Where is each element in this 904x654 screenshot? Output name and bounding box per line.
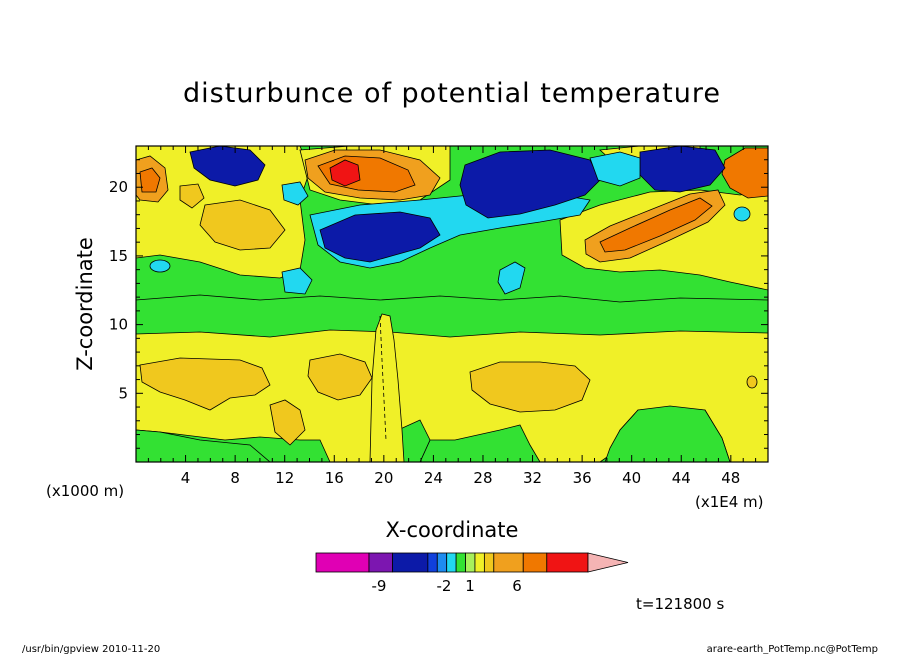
contour-cyan-left-small [281,181,309,206]
colorbar-segment [315,552,370,573]
contour-red-top-left [139,167,161,193]
footer-left: /usr/bin/gpview 2010-11-20 [22,644,160,654]
plot-frame [135,145,769,463]
x-tick-label: 36 [573,469,592,487]
contour-cyan-left-dot [149,259,171,273]
contour-blue-right-large [459,149,601,219]
contour-cyan-top-right [589,151,641,187]
x-tick-label: 32 [523,469,542,487]
contour-line-2 [379,315,387,441]
contour-orange-lower-right [469,361,591,413]
colorbar-extension-arrow [587,552,629,573]
contour-orange-lower-left [139,357,271,411]
y-tick-label: 20 [109,178,128,196]
contour-cyan-right-dot [733,206,751,222]
colorbar-tick-label: 6 [512,577,522,595]
colorbar-segment [522,552,548,573]
y-tick-label: 10 [109,316,128,334]
contour-line-1 [136,294,768,303]
x-tick-label: 4 [181,469,191,487]
contour-orange-lower-dot [746,375,758,389]
colorbar-tick-label: 1 [465,577,475,595]
contour-orange-lower-small [269,399,306,446]
colorbar-segment [392,552,429,573]
contour-green-patch-2 [604,405,731,462]
contour-yellow-plume [369,313,405,462]
x-tick-label: 24 [424,469,443,487]
footer-right: arare-earth_PotTemp.nc@PotTemp [707,644,878,654]
contour-red-diagonal [599,197,713,253]
colorbar-segment [446,552,457,573]
contour-cyan-mid-small [281,267,313,295]
colorbar-segment [368,552,393,573]
contour-blue-central [319,211,441,263]
contour-red-peak [329,159,361,187]
y-tick-label: 5 [118,384,128,402]
x-tick-label: 12 [275,469,294,487]
y-axis-label: Z-coordinate [73,237,97,371]
x-tick-label: 28 [473,469,492,487]
colorbar-segment [465,552,476,573]
x-tick-label: 40 [622,469,641,487]
plot-area [136,146,768,462]
x-unit-left: (x1000 m) [46,482,124,500]
contour-orange-top-right [721,147,768,199]
x-unit-right: (x1E4 m) [695,493,764,511]
contour-orange-upper-left-3 [179,183,205,209]
x-tick-label: 44 [672,469,691,487]
contour-orange-lower-mid [307,353,373,401]
colorbar-tick-label: -2 [437,577,452,595]
x-tick-label: 20 [374,469,393,487]
x-axis-label: X-coordinate [386,518,519,542]
colorbar-segment [455,552,466,573]
x-tick-label: 16 [325,469,344,487]
y-tick-label: 15 [109,247,128,265]
colorbar-segment [493,552,524,573]
colorbar-tick-label: -9 [372,577,387,595]
colorbar-segment [474,552,485,573]
contour-orange-upper-left-2 [199,199,286,251]
colorbar-segment [427,552,438,573]
contour-green-patch-1 [136,429,271,462]
colorbar-segment [436,552,448,573]
x-tick-label: 8 [230,469,240,487]
x-tick-label: 48 [721,469,740,487]
colorbar-segment [483,552,495,573]
time-label: t=121800 s [636,595,724,613]
colorbar: -9 -2 1 6 [315,552,629,595]
chart-title: disturbunce of potential temperature [183,78,721,109]
contour-blue-top-right [639,146,726,193]
colorbar-segment [546,552,589,573]
contour-cyan-right-small [497,261,526,295]
contour-blue-top-left [189,146,266,187]
